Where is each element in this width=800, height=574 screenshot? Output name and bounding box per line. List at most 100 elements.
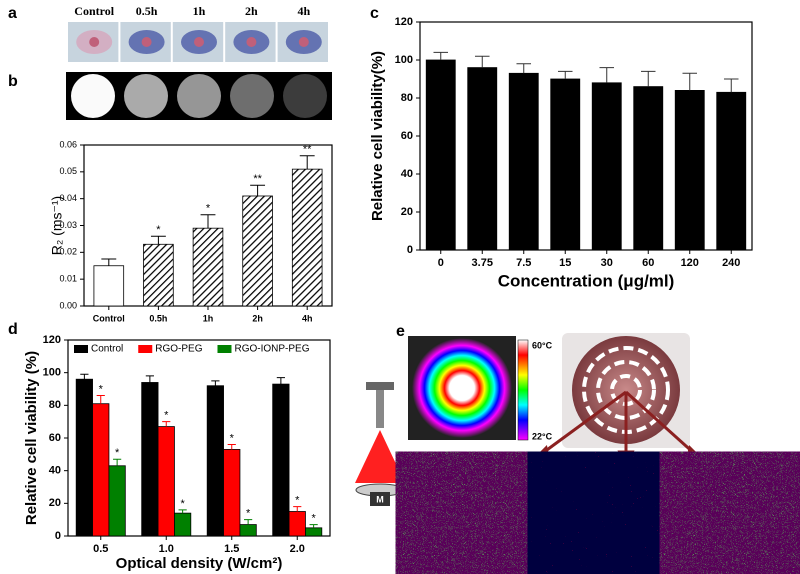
y-tick-label: 80: [401, 92, 413, 104]
y-tick-label: 0.02: [59, 247, 77, 257]
x-tick-label: 120: [681, 257, 699, 269]
bar: [633, 86, 664, 251]
bar: [174, 512, 192, 537]
x-tick-label: 60: [642, 257, 654, 269]
nucleus: [194, 37, 204, 47]
arrows: [529, 390, 707, 467]
bar: [291, 168, 323, 307]
value-label: *: [206, 203, 211, 215]
y-axis-label: R₂ (ms⁻¹): [49, 196, 65, 255]
column-label: 4h: [297, 4, 310, 18]
y-tick-label: 40: [49, 465, 61, 477]
bar: [674, 90, 705, 251]
x-tick-label: 240: [722, 257, 740, 269]
y-tick-label: 60: [49, 432, 61, 444]
device-label: M: [376, 494, 384, 504]
y-tick-label: 20: [49, 497, 61, 509]
y-tick-label: 0.00: [59, 300, 77, 310]
y-tick-label: 0: [407, 244, 413, 256]
error-bar: [101, 258, 117, 266]
bar: [108, 465, 126, 537]
mri-circle: [71, 74, 115, 118]
value-label: *: [99, 383, 104, 395]
error-bar: [640, 70, 656, 87]
error-bar: [309, 524, 318, 528]
x-tick-label: 0.5h: [149, 313, 167, 323]
bar: [550, 78, 581, 251]
bar: [157, 426, 175, 537]
y-tick-label: 100: [395, 54, 413, 66]
bar: [239, 524, 257, 537]
legend-swatch: [138, 345, 153, 353]
x-tick-label: 3.75: [472, 257, 493, 269]
legend-swatch: [74, 345, 88, 353]
error-bar: [293, 506, 302, 512]
bar: [272, 383, 290, 537]
error-bar: [162, 421, 171, 427]
micro-image: [408, 462, 530, 566]
bar: [508, 72, 539, 251]
bar: [242, 195, 273, 307]
y-tick-label: 0.04: [59, 193, 77, 203]
panel-label: e: [396, 323, 405, 340]
y-axis-label: Relative cell viability (%): [23, 351, 40, 525]
legend-label: RGO-PEG: [155, 344, 202, 355]
y-tick-label: 0: [55, 530, 61, 542]
panel-label: b: [8, 73, 18, 90]
value-label: *: [164, 410, 169, 422]
x-tick-label: Control: [93, 313, 125, 323]
mri-circle: [230, 74, 274, 118]
x-tick-label: 0: [438, 257, 444, 269]
y-tick-label: 40: [401, 168, 413, 180]
value-label: *: [180, 498, 185, 510]
x-axis-label: Concentration (μg/ml): [498, 271, 675, 290]
error-bar: [682, 72, 698, 91]
y-tick-label: 20: [401, 206, 413, 218]
error-bar: [80, 373, 89, 380]
value-label: *: [115, 447, 120, 459]
error-bar: [276, 377, 285, 385]
error-bar: [723, 78, 739, 93]
error-bar: [599, 67, 615, 83]
x-tick-label: 2.0: [290, 543, 305, 555]
nucleus: [246, 37, 257, 47]
error-bar: [433, 51, 449, 60]
bar: [305, 527, 323, 537]
panel-label: d: [8, 321, 18, 338]
error-bar: [200, 214, 216, 229]
y-tick-label: 0.06: [59, 139, 77, 149]
micro-image: [540, 462, 662, 566]
value-label: *: [295, 495, 300, 507]
legend-label: Control: [91, 344, 123, 355]
thermal-rings: [412, 338, 512, 438]
y-tick-label: 60: [401, 130, 413, 142]
column-label: 1h: [193, 4, 206, 18]
bar: [716, 91, 747, 251]
error-bar: [211, 380, 220, 386]
x-tick-label: 1.0: [159, 543, 174, 555]
x-tick-label: 1h: [203, 313, 214, 323]
bar: [206, 385, 224, 537]
x-tick-label: 15: [559, 257, 571, 269]
error-bar: [150, 235, 166, 245]
value-label: **: [253, 173, 262, 185]
bar: [223, 449, 241, 537]
laser-device: [355, 382, 405, 506]
bar: [288, 511, 306, 537]
y-tick-label: 80: [49, 399, 61, 411]
error-bar: [178, 509, 187, 514]
colorbar-min: 22°C: [532, 431, 553, 441]
mri-circle: [177, 74, 221, 118]
x-axis-label: Optical density (W/cm²): [116, 555, 283, 572]
x-tick-label: 30: [601, 257, 613, 269]
column-label: 2h: [245, 4, 258, 18]
value-label: *: [311, 512, 316, 524]
y-tick-label: 120: [395, 16, 413, 28]
bar: [425, 59, 456, 251]
x-tick-label: 1.5: [224, 543, 239, 555]
nucleus: [141, 37, 152, 47]
x-tick-label: 7.5: [516, 257, 531, 269]
bar: [143, 243, 174, 307]
colorbar-max: 60°C: [532, 340, 553, 350]
